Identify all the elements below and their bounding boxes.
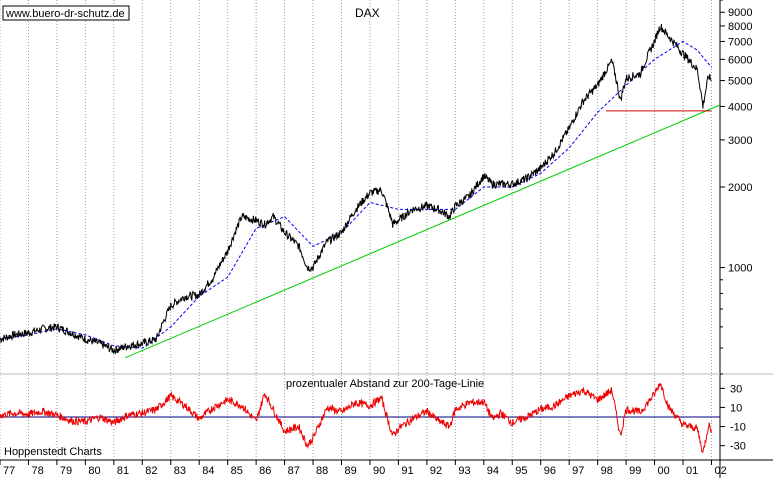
price-tick-label: 8000 bbox=[728, 21, 752, 33]
oscillator-line bbox=[0, 383, 712, 454]
year-tick-label: 98 bbox=[601, 465, 613, 477]
price-tick-label: 9000 bbox=[728, 7, 752, 19]
osc-tick-label: -10 bbox=[730, 422, 746, 434]
year-tick-label: 89 bbox=[345, 465, 357, 477]
osc-tick-label: 10 bbox=[730, 402, 742, 414]
oscillator-axis: 30 10 -10 -30 bbox=[720, 383, 746, 453]
year-tick-label: 88 bbox=[316, 465, 328, 477]
series-layer bbox=[0, 23, 721, 359]
year-tick-label: 82 bbox=[145, 465, 157, 477]
year-tick-label: 85 bbox=[231, 465, 243, 477]
price-tick-label: 3000 bbox=[728, 135, 752, 147]
price-axis: 9000 8000 7000 6000 5000 4000 3000 2000 1000 bbox=[720, 0, 752, 375]
watermark-box bbox=[2, 5, 130, 21]
footer-credit: Hoppenstedt Charts bbox=[4, 446, 102, 458]
oscillator-title: prozentualer Abstand zur 200-Tage-Linie bbox=[286, 378, 484, 390]
year-tick-label: 81 bbox=[117, 465, 129, 477]
year-tick-label: 87 bbox=[288, 465, 300, 477]
year-axis: 77 78 79 80 81 82 83 84 85 86 87 88 89 90 91 92 93 94 95 96… bbox=[0, 460, 727, 477]
year-tick-label: 96 bbox=[544, 465, 556, 477]
oscillator-layer bbox=[0, 383, 720, 454]
trend-line bbox=[125, 104, 721, 359]
osc-tick-label: 30 bbox=[730, 383, 742, 395]
year-tick-label: 86 bbox=[259, 465, 271, 477]
osc-tick-label: -30 bbox=[730, 441, 746, 453]
price-tick-label: 5000 bbox=[728, 76, 752, 88]
year-tick-label: 97 bbox=[572, 465, 584, 477]
year-tick-label: 02 bbox=[714, 465, 726, 477]
year-tick-label: 79 bbox=[60, 465, 72, 477]
price-tick-label: 7000 bbox=[728, 36, 752, 48]
year-tick-label: 84 bbox=[202, 465, 214, 477]
year-tick-label: 83 bbox=[174, 465, 186, 477]
year-tick-label: 77 bbox=[3, 465, 15, 477]
price-tick-label: 1000 bbox=[728, 263, 752, 275]
price-line bbox=[0, 23, 712, 354]
year-tick-label: 93 bbox=[458, 465, 470, 477]
year-tick-label: 00 bbox=[658, 465, 670, 477]
chart-title: DAX bbox=[355, 6, 380, 20]
year-tick-label: 94 bbox=[487, 465, 499, 477]
price-tick-label: 6000 bbox=[728, 54, 752, 66]
watermark-text: www.buero-dr-schutz.de bbox=[5, 8, 125, 20]
year-tick-label: 80 bbox=[88, 465, 100, 477]
price-tick-label: 2000 bbox=[728, 182, 752, 194]
price-tick-label: 4000 bbox=[728, 101, 752, 113]
year-tick-label: 95 bbox=[515, 465, 527, 477]
year-tick-label: 90 bbox=[373, 465, 385, 477]
year-tick-label: 99 bbox=[629, 465, 641, 477]
year-tick-label: 92 bbox=[430, 465, 442, 477]
year-tick-label: 91 bbox=[401, 465, 413, 477]
year-tick-label: 01 bbox=[686, 465, 698, 477]
year-tick-label: 78 bbox=[31, 465, 43, 477]
